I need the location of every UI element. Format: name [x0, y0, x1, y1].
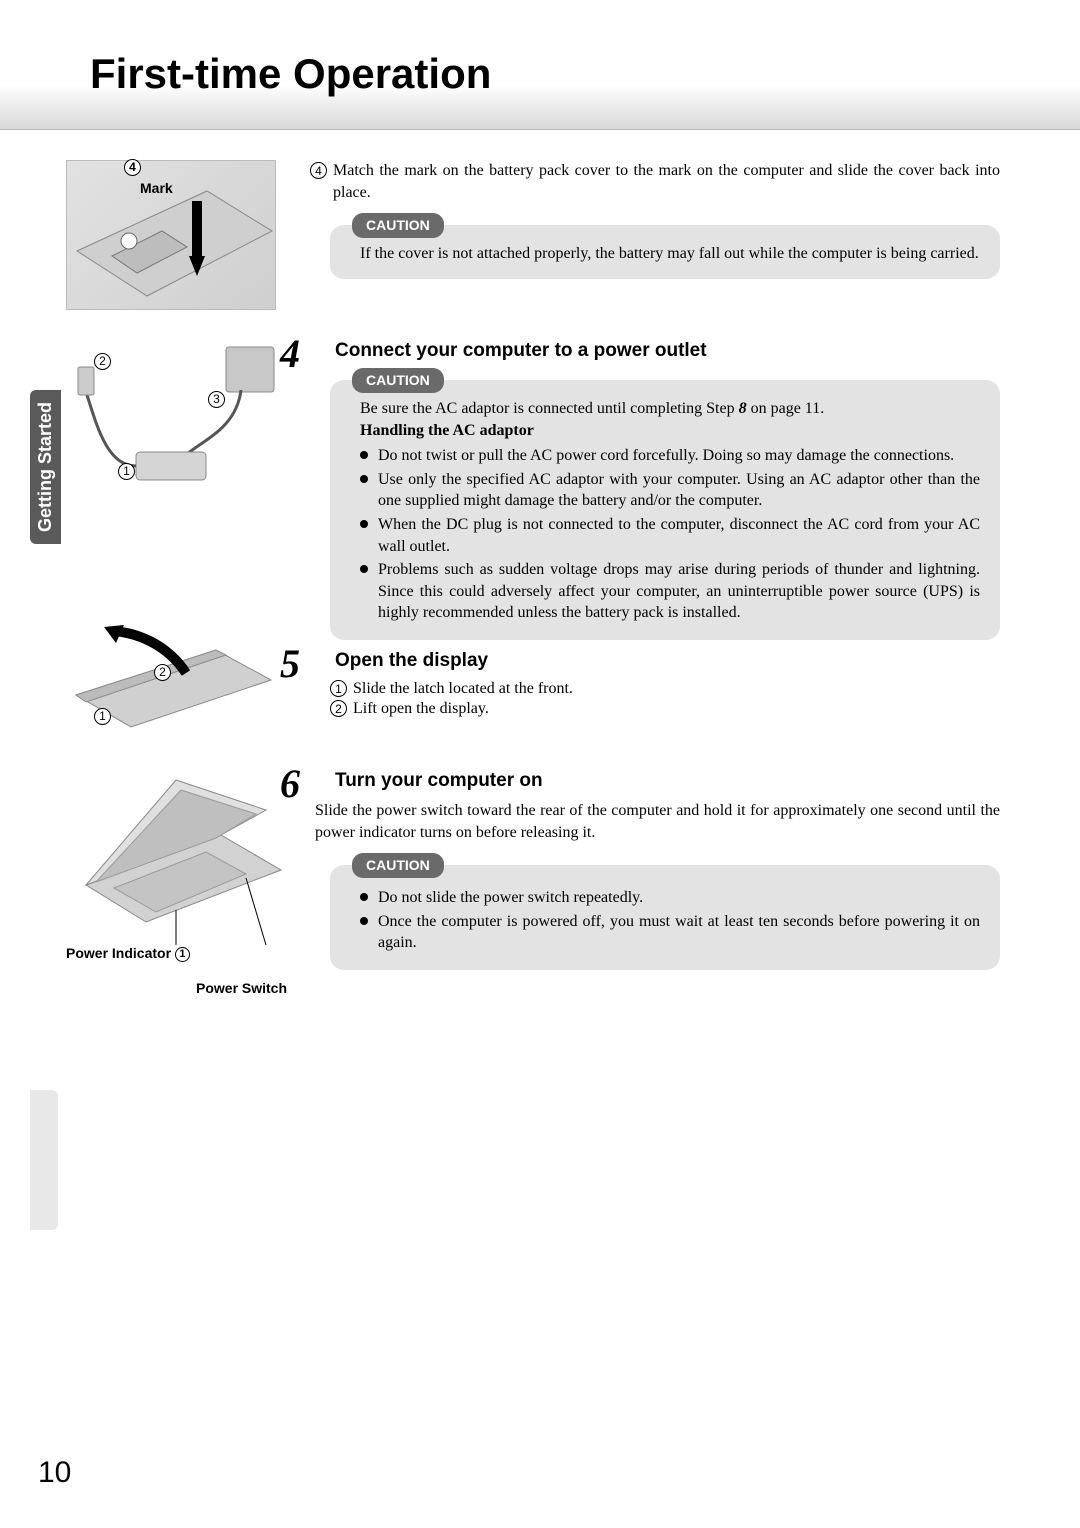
figure-power-on: Power Indicator 1 Power Switch: [66, 770, 291, 1000]
caution-tag: CAUTION: [352, 368, 444, 393]
side-tab-placeholder: [30, 1090, 58, 1230]
step6-paragraph: Slide the power switch toward the rear o…: [315, 800, 1000, 843]
label-power-switch: Power Switch: [196, 980, 287, 996]
list-item: Use only the specified AC adaptor with y…: [360, 469, 980, 512]
caution-tag: CAUTION: [352, 853, 444, 878]
figure-ac-adaptor: 2 3 1: [66, 342, 276, 512]
callout-circ-4: 4: [124, 158, 141, 176]
caution-box-power: CAUTION Do not slide the power switch re…: [330, 865, 1000, 970]
step6-heading: Turn your computer on: [335, 770, 1000, 792]
step-number-4: 4: [280, 330, 300, 377]
caution-b-list: Do not twist or pull the AC power cord f…: [360, 445, 980, 624]
figure-open-display: 2 1: [66, 625, 276, 735]
list-item: Do not twist or pull the AC power cord f…: [360, 445, 980, 467]
laptop-open-illustration: [66, 770, 291, 960]
page-number: 10: [38, 1456, 71, 1490]
list-item: Do not slide the power switch repeatedly…: [360, 887, 980, 909]
callout-circ-1c: 1: [94, 708, 111, 725]
caution-c-list: Do not slide the power switch repeatedly…: [360, 887, 980, 954]
callout-circ-3b: 3: [208, 391, 225, 408]
list-item: Once the computer is powered off, you mu…: [360, 911, 980, 954]
step-number-5: 5: [280, 640, 300, 687]
list-item: Lift open the display.: [353, 700, 489, 718]
side-tab-getting-started: Getting Started: [30, 390, 61, 544]
caution-box-cover: CAUTION If the cover is not attached pro…: [330, 225, 1000, 279]
caution-b-lead: Be sure the AC adaptor is connected unti…: [360, 398, 980, 420]
caution-tag: CAUTION: [352, 213, 444, 238]
callout-circ-1b: 1: [118, 463, 135, 480]
step4-heading: Connect your computer to a power outlet: [335, 340, 1000, 362]
step5-list: 1Slide the latch located at the front. 2…: [330, 680, 1000, 718]
callout-mark-label: Mark: [140, 180, 173, 196]
list-item: Slide the latch located at the front.: [353, 680, 573, 698]
callout-circ-2c: 2: [154, 664, 171, 681]
page-title: First-time Operation: [90, 50, 491, 98]
caution-box-ac: CAUTION Be sure the AC adaptor is connec…: [330, 380, 1000, 640]
caution-b-subheading: Handling the AC adaptor: [360, 420, 980, 442]
list-item: When the DC plug is not connected to the…: [360, 514, 980, 557]
list-item: Problems such as sudden voltage drops ma…: [360, 559, 980, 624]
step5-heading: Open the display: [335, 650, 1000, 672]
caution-text: If the cover is not attached properly, t…: [360, 243, 980, 265]
label-power-indicator: Power Indicator 1: [66, 945, 190, 962]
callout-circ-2b: 2: [94, 353, 111, 370]
step-number-6: 6: [280, 760, 300, 807]
step3-sub4: 4 Match the mark on the battery pack cov…: [310, 160, 1000, 203]
